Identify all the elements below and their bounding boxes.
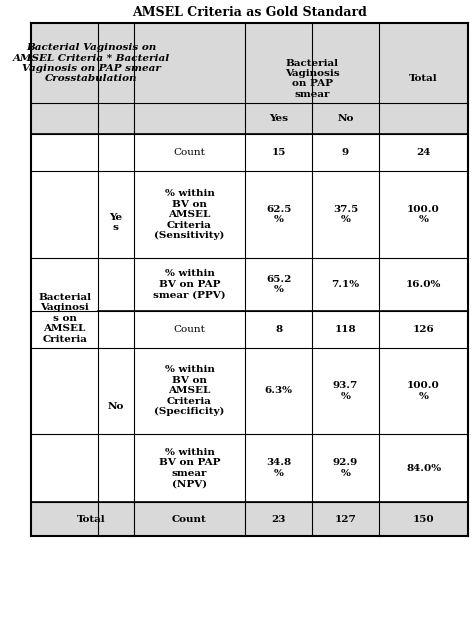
Text: 65.2
%: 65.2 % [266,274,292,294]
Text: 8: 8 [275,325,282,333]
Text: No: No [108,402,124,411]
Text: 24: 24 [416,148,431,157]
Text: 100.0
%: 100.0 % [407,381,440,401]
Text: % within
BV on PAP
smear (PPV): % within BV on PAP smear (PPV) [153,270,226,299]
Text: Bacterial Vaginosis on
AMSEL Criteria * Bacterial
Vaginosis on PAP smear
Crossta: Bacterial Vaginosis on AMSEL Criteria * … [13,43,170,83]
Text: Yes: Yes [269,114,288,124]
Text: Total: Total [77,515,106,524]
Text: Count: Count [172,515,207,524]
Text: 126: 126 [413,325,435,333]
Text: AMSEL Criteria as Gold Standard: AMSEL Criteria as Gold Standard [132,6,367,19]
Text: Count: Count [173,148,205,157]
Text: 100.0
%: 100.0 % [407,205,440,224]
Text: % within
BV on PAP
smear
(NPV): % within BV on PAP smear (NPV) [159,448,220,488]
Text: 93.7
%: 93.7 % [333,381,358,401]
Text: Total: Total [409,74,438,83]
Text: 84.0%: 84.0% [406,464,441,473]
Text: 92.9
%: 92.9 % [333,458,358,478]
Text: 150: 150 [413,515,434,524]
Bar [31,103,468,134]
Text: 23: 23 [272,515,286,524]
Text: Bacterial
Vaginosi
s on
AMSEL
Criteria: Bacterial Vaginosi s on AMSEL Criteria [38,293,91,343]
Text: 62.5
%: 62.5 % [266,205,292,224]
Text: 15: 15 [272,148,286,157]
Bar [31,502,468,536]
Text: Bacterial
Vaginosis
on PAP
smear: Bacterial Vaginosis on PAP smear [285,58,339,99]
Text: 118: 118 [335,325,356,333]
Text: % within
BV on
AMSEL
Criteria
(Sensitivity): % within BV on AMSEL Criteria (Sensitivi… [155,189,225,240]
Text: % within
BV on
AMSEL
Criteria
(Specificity): % within BV on AMSEL Criteria (Specifici… [155,366,225,416]
Text: 127: 127 [335,515,356,524]
Text: Count: Count [173,325,205,333]
Text: 16.0%: 16.0% [406,279,441,289]
Text: 37.5
%: 37.5 % [333,205,358,224]
Text: 6.3%: 6.3% [264,386,292,396]
Text: Ye
s: Ye s [109,213,122,232]
Bar [31,23,468,103]
Text: 34.8
%: 34.8 % [266,458,291,478]
Text: 9: 9 [342,148,349,157]
Text: No: No [337,114,354,124]
Text: 7.1%: 7.1% [331,279,360,289]
